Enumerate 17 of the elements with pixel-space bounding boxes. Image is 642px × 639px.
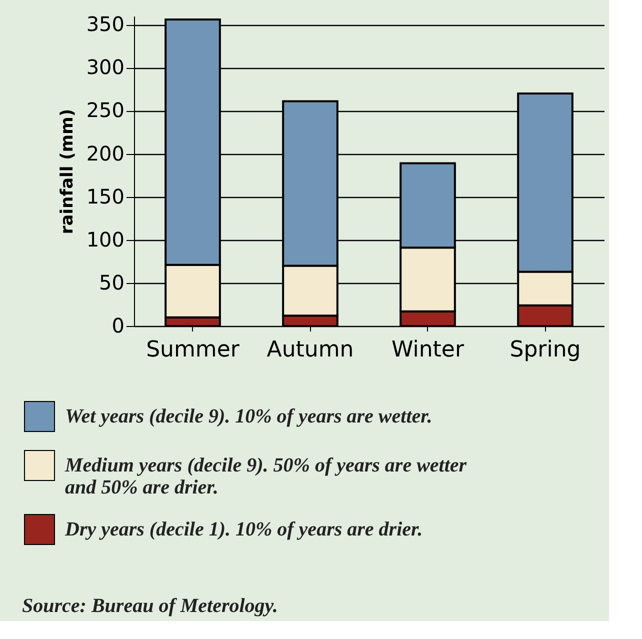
legend-label: Dry years (decile 1). 10% of years are drier. [64, 518, 423, 540]
y-tick-label: 150 [86, 184, 124, 208]
x-tick-label: Autumn [266, 338, 354, 362]
legend-label: Wet years (decile 9). 10% of years are wetter. [65, 406, 432, 428]
x-tick-label: Winter [391, 338, 465, 362]
y-tick-label: 50 [99, 270, 124, 294]
x-tick-label: Spring [510, 338, 581, 362]
source-note: Source: Bureau of Meterology. [22, 595, 278, 617]
y-tick-label: 200 [86, 141, 124, 166]
y-tick-label: 350 [86, 12, 124, 36]
y-tick-label: 0 [112, 314, 124, 338]
y-tick-label: 300 [86, 55, 124, 80]
y-tick-label: 100 [86, 227, 124, 252]
y-tick-label: 250 [86, 98, 124, 122]
x-tick-label: Summer [146, 338, 240, 362]
y-axis-title: rainfall (mm) [57, 108, 78, 234]
legend-label: Medium years (decile 9). 50% of years are wetter and 50% are drier. [64, 454, 467, 498]
